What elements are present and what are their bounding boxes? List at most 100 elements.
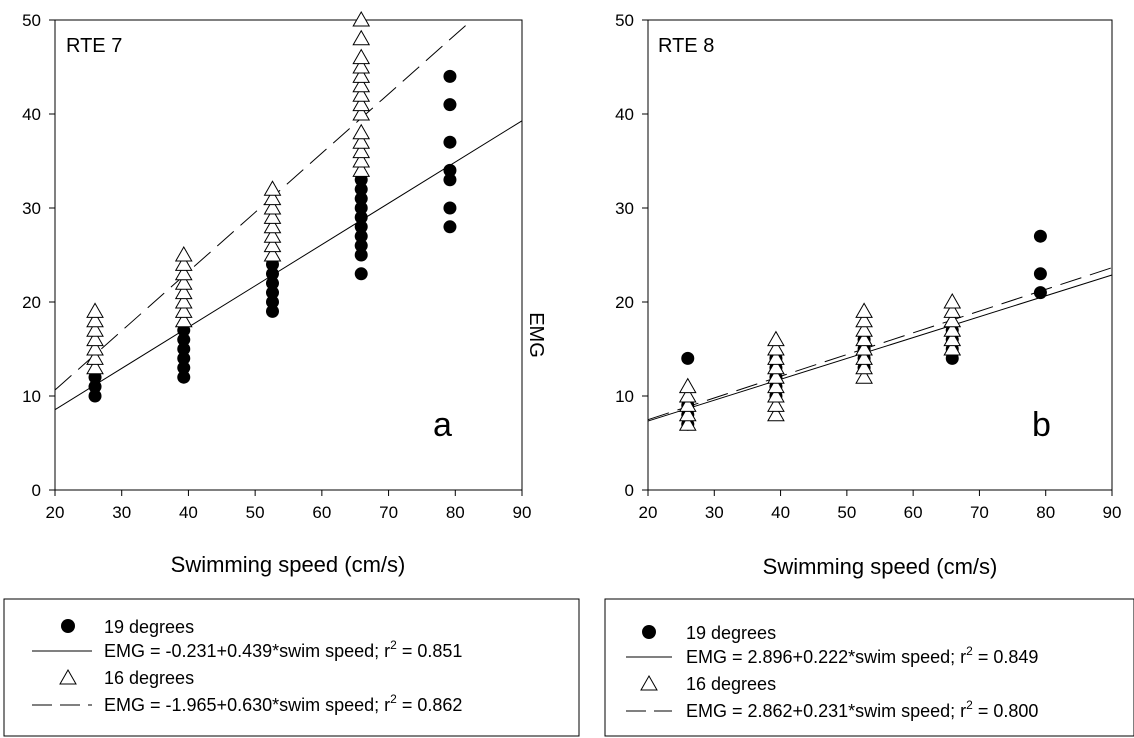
point-circle-a xyxy=(443,201,457,215)
x-tick-label-b: 40 xyxy=(771,503,790,522)
point-triangle-b xyxy=(678,405,697,422)
y-tick-label-a: 20 xyxy=(22,293,41,312)
point-triangle-a xyxy=(174,311,193,328)
point-circle-a xyxy=(443,135,457,149)
point-triangle-a xyxy=(86,330,104,347)
point-triangle-b xyxy=(678,377,697,394)
point-triangle-a xyxy=(352,161,371,177)
y-tick-label-b: 0 xyxy=(625,481,634,500)
point-circle-b xyxy=(681,351,695,365)
point-triangle-a xyxy=(86,311,104,328)
legend-label-a-2: EMG = -0.231+0.439*swim speed; r2 = 0.85… xyxy=(104,638,462,661)
point-triangle-a xyxy=(352,151,371,168)
x-tick-label-b: 80 xyxy=(1036,503,1055,522)
point-circle-a xyxy=(88,389,102,403)
data-points-b xyxy=(678,229,1047,431)
point-triangle-a xyxy=(174,302,193,318)
fit-line-solid-b xyxy=(647,274,1113,422)
panel-a: 20 30 40 50 60 70 80 90 0 10 20 30 40 50 RTE 7 a Swim… xyxy=(3,10,580,737)
point-triangle-a xyxy=(263,208,282,224)
y-tick-label-a: 30 xyxy=(22,199,41,218)
point-triangle-b xyxy=(943,330,962,347)
point-triangle-a xyxy=(352,57,371,74)
point-circle-a xyxy=(177,342,191,356)
point-circle-a xyxy=(354,229,368,243)
plot-frame-a xyxy=(54,19,523,491)
point-triangle-b xyxy=(943,311,962,328)
point-triangle-a xyxy=(86,302,104,318)
y-tick-label-b: 50 xyxy=(615,11,634,30)
panel-title-a: RTE 7 xyxy=(66,35,122,57)
panel-letter-b: b xyxy=(1032,406,1051,444)
point-circle-a xyxy=(88,380,102,394)
point-triangle-b xyxy=(767,386,785,403)
point-circle-a xyxy=(354,192,368,206)
x-tick-label-b: 70 xyxy=(970,503,989,522)
x-tick-label-b: 50 xyxy=(837,503,856,522)
point-circle-a xyxy=(265,267,279,281)
x-tick-label-a: 30 xyxy=(112,503,131,522)
point-triangle-b xyxy=(943,292,962,309)
point-circle-a xyxy=(354,267,368,281)
plot-frame-b xyxy=(647,19,1113,491)
point-triangle-b xyxy=(855,321,873,337)
panel-b: 20 30 40 50 60 70 80 90 0 10 20 30 40 50 RTE 8 b Swim… xyxy=(604,11,1134,737)
data-points-a xyxy=(86,10,457,403)
x-tick-label-a: 70 xyxy=(379,503,398,522)
point-circle-a xyxy=(265,295,279,309)
fit-line-dashed-a xyxy=(54,19,473,391)
ticks-b: 20 30 40 50 60 70 80 90 0 10 20 30 40 50 xyxy=(615,11,1121,522)
legend-marker-triangle-b xyxy=(640,674,658,691)
point-triangle-a xyxy=(174,274,193,290)
point-triangle-a xyxy=(352,133,371,149)
point-triangle-a xyxy=(174,292,193,309)
panel-letter-a: a xyxy=(433,406,452,444)
point-circle-a xyxy=(443,163,457,177)
point-triangle-b xyxy=(767,330,785,347)
legend-label-b-1: 19 degrees xyxy=(686,623,776,643)
point-triangle-a xyxy=(263,180,282,196)
legend-label-a-1: 19 degrees xyxy=(104,617,194,637)
point-triangle-a xyxy=(174,255,193,271)
point-circle-a xyxy=(354,248,368,262)
point-triangle-a xyxy=(86,321,104,337)
point-triangle-a xyxy=(174,264,193,281)
point-triangle-b xyxy=(855,339,873,356)
x-tick-label-a: 80 xyxy=(446,503,465,522)
point-triangle-b xyxy=(767,368,785,384)
point-triangle-a xyxy=(352,95,371,112)
x-tick-label-a: 60 xyxy=(312,503,331,522)
point-triangle-a xyxy=(174,245,193,262)
point-triangle-a xyxy=(86,358,104,375)
point-circle-a xyxy=(177,361,191,375)
legend-box-a xyxy=(3,598,580,737)
point-triangle-b xyxy=(855,311,873,328)
x-axis-label-b: Swimming speed (cm/s) xyxy=(763,554,998,579)
point-triangle-a xyxy=(352,142,371,159)
ticks-a: 20 30 40 50 60 70 80 90 0 10 20 30 40 50 xyxy=(22,11,531,522)
point-triangle-a xyxy=(86,349,104,365)
x-tick-label-a: 50 xyxy=(246,503,265,522)
point-triangle-b xyxy=(678,415,697,431)
x-axis-label-a: Swimming speed (cm/s) xyxy=(171,552,406,577)
y-tick-label-b: 40 xyxy=(615,105,634,124)
point-triangle-a xyxy=(352,10,371,27)
x-tick-label-a: 20 xyxy=(46,503,65,522)
y-tick-label-b: 30 xyxy=(615,199,634,218)
point-triangle-b xyxy=(767,358,785,375)
point-triangle-a xyxy=(263,236,282,253)
point-circle-a xyxy=(177,351,191,365)
point-circle-a xyxy=(443,69,457,83)
point-triangle-a xyxy=(352,76,371,93)
point-triangle-a xyxy=(352,104,371,121)
legend-label-a-3: 16 degrees xyxy=(104,668,194,688)
point-triangle-b xyxy=(767,396,785,412)
legend-label-b-3: 16 degrees xyxy=(686,674,776,694)
x-tick-label-b: 90 xyxy=(1103,503,1122,522)
point-triangle-b xyxy=(855,349,873,365)
point-triangle-b xyxy=(767,405,785,422)
y-tick-label-a: 40 xyxy=(22,105,41,124)
point-triangle-b xyxy=(678,396,697,412)
point-circle-a xyxy=(443,173,457,187)
